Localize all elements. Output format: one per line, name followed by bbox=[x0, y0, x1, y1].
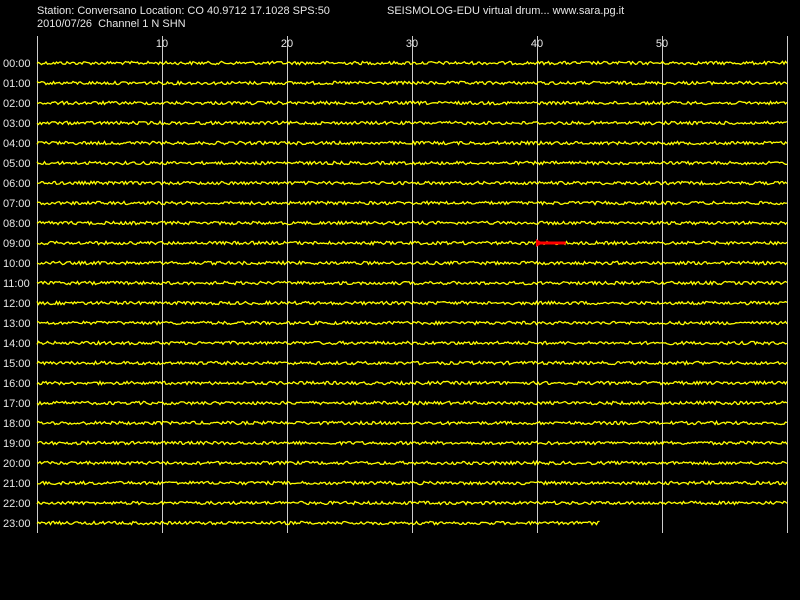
trace-2200 bbox=[36, 500, 788, 506]
brand-label: SEISMOLOG-EDU virtual drum... www.sara.p… bbox=[387, 5, 625, 17]
trace-1400 bbox=[36, 340, 788, 346]
row-label-1100: 11:00 bbox=[3, 278, 30, 290]
row-label-0400: 04:00 bbox=[3, 138, 31, 150]
row-label-1400: 14:00 bbox=[3, 338, 31, 350]
grid-lines bbox=[37, 36, 788, 533]
trace-0900 bbox=[36, 240, 788, 246]
row-label-1700: 17:00 bbox=[3, 398, 31, 410]
trace-1600 bbox=[36, 379, 788, 386]
row-label-2100: 21:00 bbox=[3, 478, 31, 490]
row-label-0800: 08:00 bbox=[3, 218, 31, 230]
row-label-1900: 19:00 bbox=[3, 438, 31, 450]
trace-2300 bbox=[36, 520, 600, 526]
x-tick-labels: 10 20 30 40 50 bbox=[156, 38, 668, 50]
x-tick-label: 30 bbox=[406, 38, 418, 50]
x-tick-label: 50 bbox=[656, 38, 668, 50]
row-label-0900: 09:00 bbox=[3, 238, 31, 250]
row-label-0600: 06:00 bbox=[3, 178, 31, 190]
trace-0600 bbox=[36, 180, 788, 186]
trace-0500 bbox=[36, 160, 788, 166]
trace-1800 bbox=[36, 419, 788, 426]
row-label-2300: 23:00 bbox=[3, 518, 31, 530]
trace-0800 bbox=[36, 220, 788, 226]
row-label-1200: 12:00 bbox=[3, 298, 31, 310]
event-marker-head bbox=[536, 239, 543, 247]
row-label-0500: 05:00 bbox=[3, 158, 31, 170]
x-tick-label: 10 bbox=[156, 38, 168, 50]
trace-0700 bbox=[36, 200, 788, 206]
x-tick-label: 20 bbox=[281, 38, 293, 50]
trace-1000 bbox=[36, 260, 788, 266]
row-labels: 00:00 01:00 02:00 03:00 04:00 05:00 06:00 07:00… bbox=[3, 58, 31, 530]
row-label-1300: 13:00 bbox=[3, 318, 31, 330]
station-info: Station: Conversano Location: CO 40.9712… bbox=[37, 5, 330, 17]
trace-1700 bbox=[36, 400, 788, 406]
trace-1200 bbox=[36, 300, 788, 306]
x-tick-label: 40 bbox=[531, 38, 543, 50]
trace-0000 bbox=[36, 60, 788, 66]
traces bbox=[36, 60, 788, 526]
row-label-1500: 15:00 bbox=[3, 358, 31, 370]
trace-0200 bbox=[36, 100, 788, 106]
trace-1500 bbox=[36, 360, 788, 366]
trace-1900 bbox=[36, 440, 788, 446]
trace-1100 bbox=[36, 280, 788, 286]
event-marker bbox=[537, 241, 566, 245]
trace-1300 bbox=[36, 320, 788, 326]
row-label-1000: 10:00 bbox=[3, 258, 31, 270]
trace-0300 bbox=[36, 120, 788, 126]
row-label-0700: 07:00 bbox=[3, 198, 31, 210]
row-label-0200: 02:00 bbox=[3, 98, 31, 110]
row-label-0100: 01:00 bbox=[3, 78, 31, 90]
row-label-2200: 22:00 bbox=[3, 498, 31, 510]
row-label-0000: 00:00 bbox=[3, 58, 31, 70]
trace-2100 bbox=[36, 480, 788, 486]
row-label-1800: 18:00 bbox=[3, 418, 31, 430]
trace-0100 bbox=[36, 79, 788, 86]
date-channel-info: 2010/07/26 Channel 1 N SHN bbox=[37, 18, 186, 30]
row-label-1600: 16:00 bbox=[3, 378, 31, 390]
trace-0400 bbox=[36, 140, 788, 146]
row-label-0300: 03:00 bbox=[3, 118, 31, 130]
trace-2000 bbox=[36, 460, 788, 467]
row-label-2000: 20:00 bbox=[3, 458, 31, 470]
events bbox=[536, 239, 566, 247]
